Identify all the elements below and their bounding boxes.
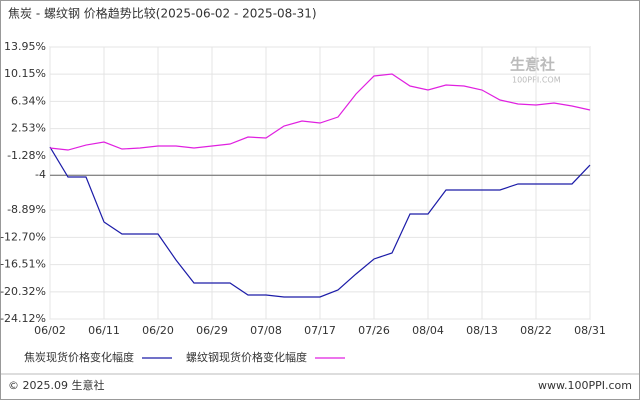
x-tick-label: 07/26	[358, 324, 390, 337]
x-tick-label: 06/29	[196, 324, 228, 337]
x-tick-label: 06/20	[142, 324, 174, 337]
x-tick-label: 08/04	[412, 324, 444, 337]
y-tick-label: 13.95%	[4, 40, 46, 53]
x-tick-label: 08/13	[466, 324, 498, 337]
x-tick-label: 07/17	[304, 324, 336, 337]
y-tick-label: -24.12%	[0, 312, 46, 325]
footer-right: www.100PPI.com	[538, 379, 632, 392]
x-tick-label: 08/31	[574, 324, 606, 337]
y-tick-label: -4	[35, 168, 46, 181]
x-tick-label: 06/11	[88, 324, 120, 337]
legend-label: 螺纹钢现货价格变化幅度	[186, 350, 307, 364]
x-tick-label: 06/02	[34, 324, 66, 337]
legend-label: 焦炭现货价格变化幅度	[24, 350, 134, 364]
series-line	[49, 146, 591, 298]
y-tick-label: 2.53%	[11, 122, 46, 135]
footer-left: © 2025.09 生意社	[8, 378, 104, 392]
y-tick-label: -1.28%	[7, 149, 46, 162]
y-tick-label: -12.70%	[0, 230, 46, 243]
x-tick-label: 07/08	[250, 324, 282, 337]
y-tick-label: -16.51%	[0, 258, 46, 271]
y-tick-label: 6.34%	[11, 94, 46, 107]
series-line	[49, 73, 591, 151]
y-tick-label: -8.89%	[7, 203, 46, 216]
watermark: 生意社	[510, 56, 555, 74]
x-tick-label: 08/22	[520, 324, 552, 337]
y-tick-label: -20.32%	[0, 285, 46, 298]
y-tick-label: 10.15%	[4, 67, 46, 80]
chart-title: 焦炭 - 螺纹钢 价格趋势比较(2025-06-02 - 2025-08-31)	[8, 6, 317, 21]
